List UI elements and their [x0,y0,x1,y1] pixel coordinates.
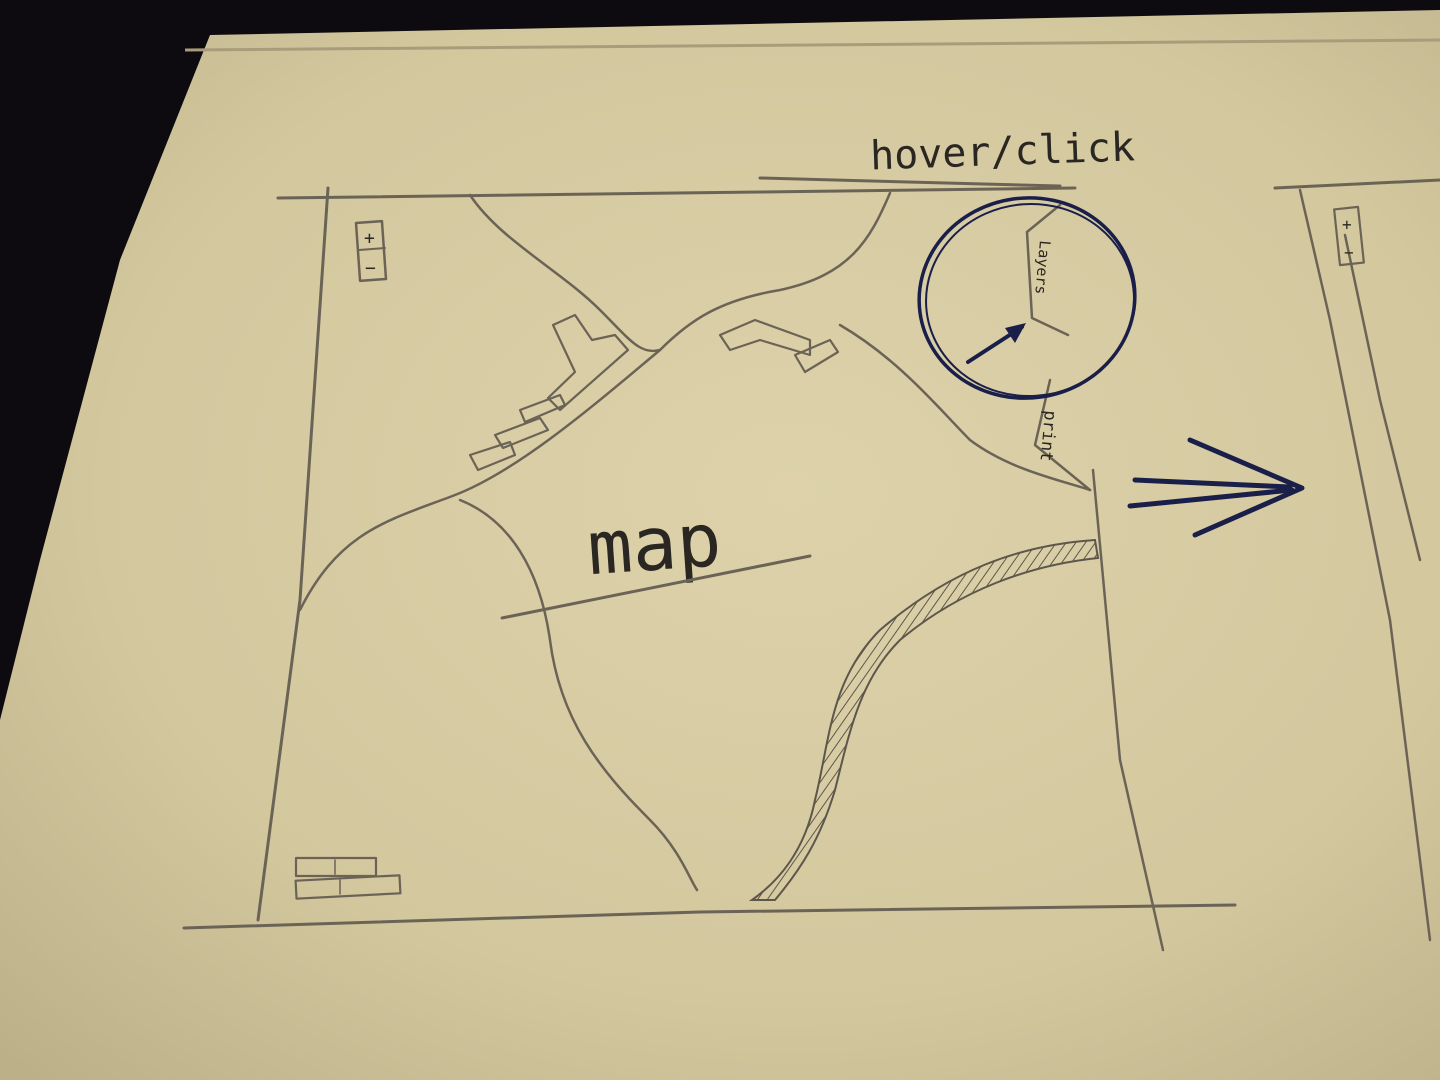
zoom-out-icon[interactable]: − [365,258,376,279]
map-label-group: map [500,497,812,620]
river [748,538,1100,901]
layers-tab-label[interactable]: Layers [1031,240,1054,296]
zoom-in-icon[interactable]: + [364,228,375,249]
map-label: map [585,497,724,592]
paper-fold [184,38,1440,52]
zoom-control[interactable]: + − [354,219,388,283]
cursor-arrow-head [1005,323,1026,343]
map-frame [182,176,1237,952]
buildings [468,313,840,472]
print-tab-label[interactable]: print [1036,410,1060,463]
next-frame-arrow-icon [1127,437,1305,538]
hover-highlight [917,196,1137,400]
next-frame-zoom-out-icon: − [1344,243,1354,262]
roads [298,191,1092,892]
next-frame-partial: + − [1273,178,1440,942]
hover-click-label: hover/click [869,124,1135,179]
scale-bar [294,856,402,900]
next-frame-zoom-in-icon: + [1342,215,1352,234]
side-tabs[interactable]: Layers print [1025,203,1092,492]
